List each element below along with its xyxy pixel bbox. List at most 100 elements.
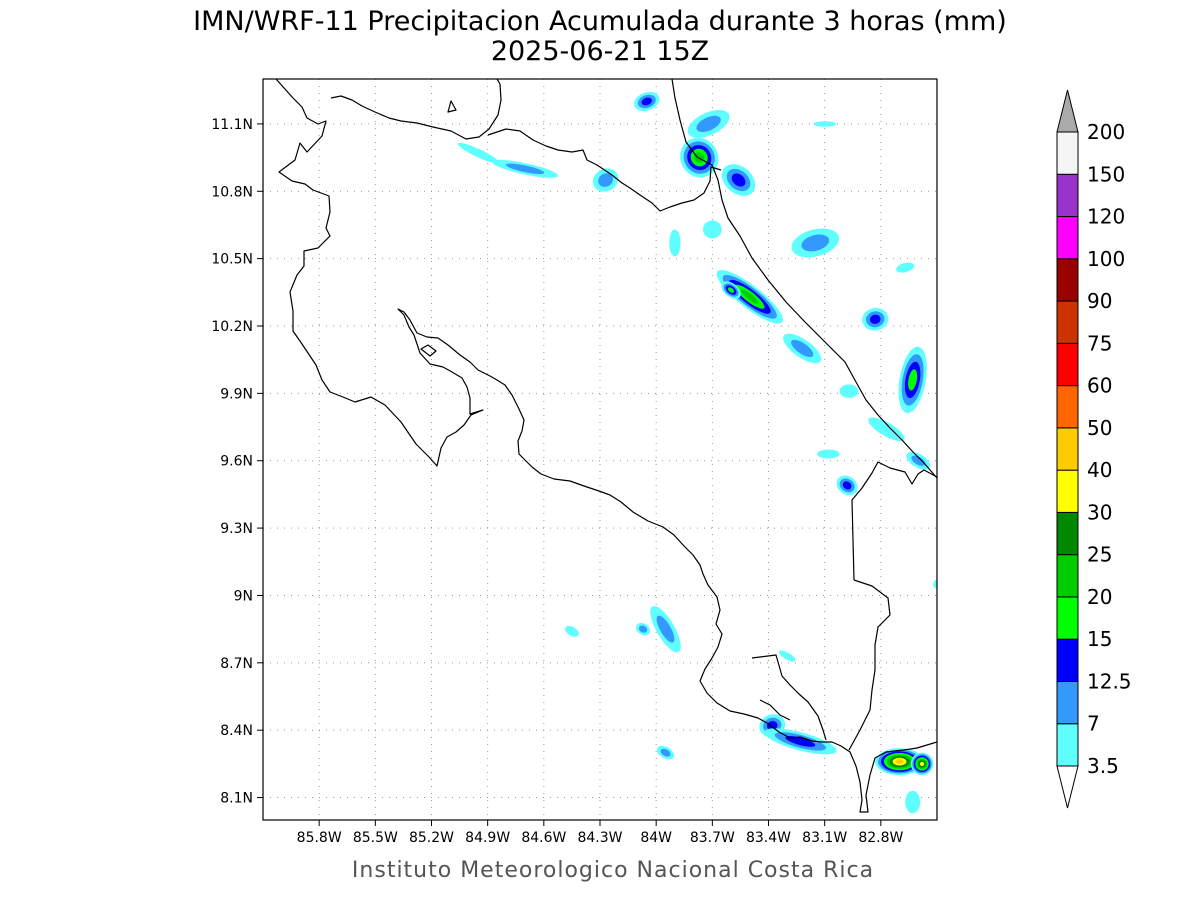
precip-cell-31 <box>778 650 796 662</box>
lat-tick-label: 9.6N <box>220 454 253 470</box>
precip-cell-22 <box>650 605 681 653</box>
precip-contour-level-1 <box>791 339 814 358</box>
colorbar-swatch-6 <box>1056 469 1079 513</box>
precip-contour-level-6 <box>919 761 925 766</box>
panama-costa-rica-border <box>751 461 937 751</box>
map-title: IMN/WRF-11 Precipitacion Acumulada duran… <box>193 6 1007 37</box>
precip-contour-level-0 <box>896 262 915 273</box>
precip-cell-24 <box>565 625 579 637</box>
nicaragua-caribbean-border <box>330 79 722 212</box>
precip-contour-level-2 <box>842 481 852 490</box>
colorbar: 3.5 7 12.5 15 20 25 30 40 50 60 75 90 100 120 150 200 <box>1056 89 1132 809</box>
grid-lines <box>263 79 937 820</box>
precip-contour-level-1 <box>911 455 926 466</box>
precip-contour-level-0 <box>669 229 681 257</box>
colorbar-swatch-3 <box>1056 596 1079 640</box>
colorbar-swatch-11 <box>1056 258 1079 302</box>
precip-contour-level-1 <box>656 615 675 643</box>
precip-contour-level-0 <box>813 121 836 127</box>
colorbar-swatch-8 <box>1056 385 1079 429</box>
precip-contour-level-0 <box>565 625 579 637</box>
lat-tick-label: 9N <box>234 588 253 604</box>
precip-cell-14 <box>862 307 889 331</box>
precip-contour-level-7 <box>895 759 904 764</box>
precip-contour-level-0 <box>905 790 921 814</box>
precip-cell-23 <box>635 622 651 636</box>
precip-cell-13 <box>783 333 822 364</box>
lat-tick-label: 8.7N <box>220 656 253 672</box>
precip-contour-level-2 <box>641 97 653 106</box>
colorbar-label: 200 <box>1087 120 1125 144</box>
colorbar-label: 25 <box>1087 543 1112 567</box>
colorbar-label: 7 <box>1087 712 1100 736</box>
colorbar-swatch-4 <box>1056 554 1079 598</box>
lon-tick-label: 84.6W <box>521 830 566 846</box>
colorbar-label: 50 <box>1087 416 1112 440</box>
precip-cell-11 <box>716 269 783 324</box>
colorbar-swatch-14 <box>1056 131 1079 175</box>
precip-cell-19 <box>817 449 840 459</box>
colorbar-swatch-10 <box>1056 300 1079 344</box>
colorbar-swatch-12 <box>1056 216 1079 260</box>
colorbar-label: 60 <box>1087 374 1112 398</box>
precip-cell-7 <box>813 121 836 127</box>
precip-cell-12 <box>721 281 741 299</box>
precip-cell-29 <box>910 752 934 776</box>
lon-tick-label: 83.4W <box>746 830 791 846</box>
colorbar-swatch-1 <box>1056 680 1079 725</box>
precip-cell-18 <box>836 475 858 496</box>
gulf-island <box>420 344 437 357</box>
lon-tick-label: 85.5W <box>353 830 398 846</box>
precip-contour-level-1 <box>505 163 545 175</box>
precip-contour-level-0 <box>702 220 722 239</box>
lon-tick-label: 83.7W <box>690 830 735 846</box>
precip-cell-27 <box>656 745 675 760</box>
lat-tick-label: 8.4N <box>220 723 253 739</box>
precip-contour-level-0 <box>868 417 905 442</box>
precip-cell-0 <box>634 91 660 112</box>
colorbar-lower-arrow <box>1056 765 1079 809</box>
lat-tick-label: 10.2N <box>211 319 253 335</box>
precip-contour-level-1 <box>801 234 830 252</box>
precip-cell-3 <box>721 164 756 196</box>
precip-cell-21 <box>896 262 915 273</box>
lon-tick-label: 85.2W <box>409 830 454 846</box>
colorbar-swatch-5 <box>1056 511 1079 556</box>
colorbar-label: 90 <box>1087 289 1112 313</box>
colorbar-label: 100 <box>1087 247 1125 271</box>
lat-tick-label: 9.3N <box>220 521 253 537</box>
precip-contour-level-4 <box>741 289 759 304</box>
lon-tick-label: 85.8W <box>297 830 342 846</box>
lat-tick-label: 10.5N <box>211 252 253 268</box>
caribbean-coast <box>671 79 937 479</box>
nicaragua-costa-rica-pacific-coast <box>275 79 937 813</box>
credit-text: Instituto Meteorologico Nacional Costa R… <box>352 858 874 883</box>
axis-ticks: 85.8W 85.5W 85.2W 84.9W 84.6W 84.3W 84W 83.7W 83… <box>211 117 903 846</box>
lon-tick-label: 82.8W <box>858 830 903 846</box>
precip-contour-level-0 <box>817 449 840 459</box>
lon-tick-label: 83.1W <box>802 830 847 846</box>
colorbar-swatch-7 <box>1056 427 1079 471</box>
precip-contour-level-2 <box>869 314 881 324</box>
precip-contour-level-1 <box>638 625 648 633</box>
precip-contour-level-2 <box>785 736 816 747</box>
colorbar-label: 40 <box>1087 458 1112 482</box>
precip-contour-level-2 <box>766 720 778 731</box>
precip-contour-level-2 <box>731 173 746 187</box>
map-subtitle-date: 2025-06-21 15Z <box>491 36 709 67</box>
colorbar-swatch-2 <box>1056 638 1079 682</box>
precip-cell-8 <box>791 228 840 258</box>
precip-cell-10 <box>702 220 722 239</box>
precip-cell-15 <box>898 346 927 414</box>
lon-tick-label: 84.3W <box>577 830 622 846</box>
precip-contour-level-0 <box>457 142 499 164</box>
precip-cell-16 <box>868 417 905 442</box>
precip-cell-30 <box>905 790 921 814</box>
lat-tick-label: 8.1N <box>220 791 253 807</box>
colorbar-label: 20 <box>1087 585 1112 609</box>
lon-tick-label: 84.9W <box>465 830 510 846</box>
colorbar-label: 12.5 <box>1087 669 1132 693</box>
colorbar-label: 75 <box>1087 331 1112 355</box>
precip-contour-level-3 <box>727 287 735 293</box>
